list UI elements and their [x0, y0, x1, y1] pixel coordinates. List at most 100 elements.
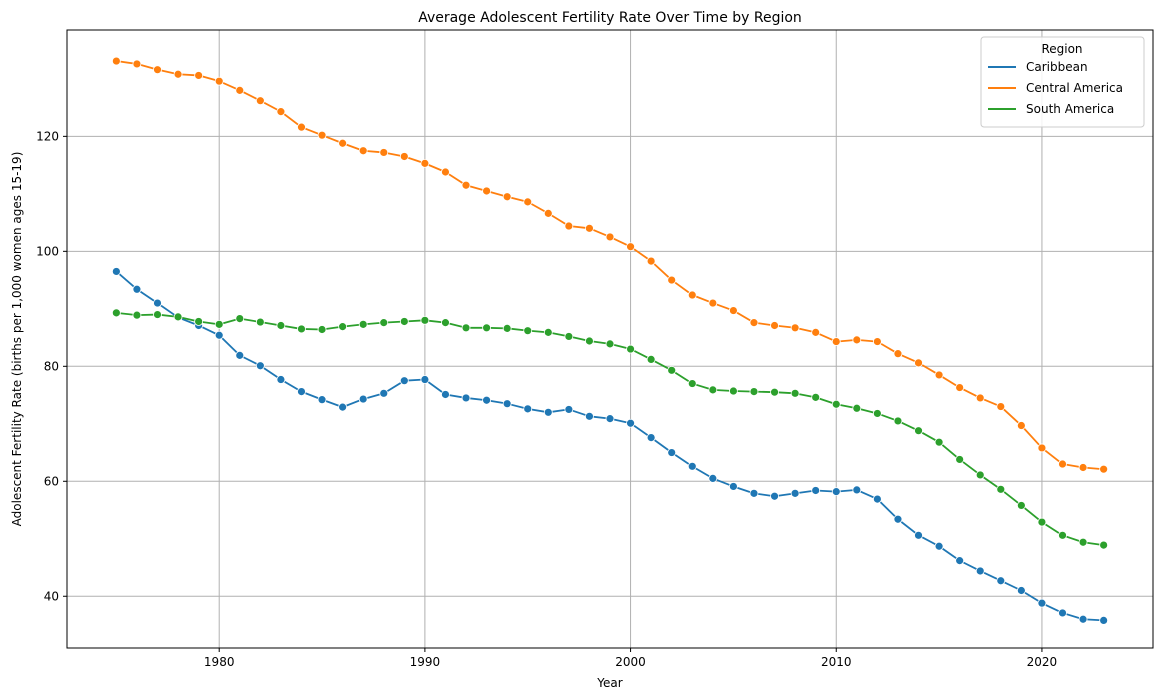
data-point [646, 433, 656, 442]
y-tick-label: 80 [44, 359, 59, 373]
data-point [955, 556, 965, 566]
data-point [872, 409, 882, 418]
series-lines [111, 56, 1109, 625]
data-point [1099, 464, 1109, 474]
data-point [173, 69, 183, 79]
data-point [543, 208, 553, 218]
series-central-america [111, 56, 1109, 474]
data-point [111, 308, 121, 318]
data-point [585, 336, 594, 346]
data-point [996, 576, 1006, 586]
series-caribbean [111, 267, 1109, 625]
x-tick-label: 2020 [1027, 655, 1058, 669]
data-point [770, 387, 779, 397]
data-point [626, 418, 635, 428]
data-point [132, 284, 142, 294]
data-point [605, 414, 615, 424]
data-point [585, 223, 594, 233]
data-point [1099, 616, 1109, 625]
data-point [687, 290, 697, 300]
data-point [317, 325, 327, 334]
data-point [811, 392, 821, 402]
data-point [255, 361, 265, 371]
data-point [420, 375, 430, 384]
data-point [708, 298, 718, 308]
data-point [441, 318, 450, 328]
data-point [790, 323, 800, 333]
legend: Region Caribbean Central America South Ame… [980, 36, 1145, 128]
grid-lines [67, 30, 1153, 648]
data-point [667, 448, 677, 457]
data-point [1016, 501, 1026, 510]
data-point [441, 167, 450, 177]
data-point [585, 411, 594, 421]
data-point [770, 491, 779, 501]
data-point [831, 399, 841, 409]
data-point [132, 59, 142, 69]
y-axis-title: Adolescent Fertility Rate (births per 1,… [10, 152, 24, 527]
data-point [255, 317, 265, 327]
data-point [358, 394, 368, 404]
data-point [1037, 598, 1047, 608]
data-point [790, 488, 800, 498]
data-point [111, 56, 121, 66]
data-point [749, 488, 759, 498]
x-tick-label: 1980 [204, 655, 235, 669]
data-point [996, 484, 1006, 494]
data-point [626, 344, 635, 354]
data-point [605, 232, 615, 242]
data-point [749, 318, 759, 328]
data-point [811, 486, 821, 495]
data-point [399, 376, 409, 386]
data-point [358, 319, 368, 329]
data-point [1099, 540, 1109, 550]
data-point [831, 487, 841, 497]
legend-entry: Caribbean [988, 60, 1088, 74]
y-tick-label: 60 [44, 474, 59, 488]
data-point [975, 470, 985, 480]
data-point [317, 130, 327, 140]
data-point [893, 416, 903, 426]
data-point [297, 122, 306, 132]
data-point [790, 388, 800, 398]
data-point [502, 323, 512, 333]
data-point [687, 461, 697, 471]
data-point [523, 404, 533, 414]
data-point [153, 298, 162, 308]
data-point [564, 405, 574, 414]
legend-title: Region [1041, 42, 1082, 56]
data-point [214, 76, 224, 86]
data-point [338, 322, 348, 332]
data-point [770, 321, 779, 330]
data-point [893, 349, 903, 359]
y-tick-label: 120 [36, 129, 59, 143]
data-point [914, 358, 923, 368]
data-point [975, 566, 985, 576]
data-point [955, 455, 965, 464]
data-point [605, 339, 615, 349]
data-point [441, 390, 450, 399]
data-point [461, 393, 471, 403]
data-point [235, 314, 245, 323]
data-point [276, 375, 286, 384]
data-point [852, 403, 862, 413]
data-point [379, 318, 389, 328]
data-point [749, 387, 759, 397]
legend-label: South America [1026, 102, 1114, 116]
y-tick-label: 100 [36, 244, 59, 258]
data-point [564, 332, 574, 341]
data-point [338, 402, 348, 412]
data-point [667, 275, 677, 285]
data-point [1078, 463, 1088, 472]
data-point [852, 335, 862, 345]
legend-entry: South America [988, 102, 1114, 116]
data-point [1037, 443, 1047, 453]
x-tick-label: 2000 [615, 655, 646, 669]
y-tick-label: 40 [44, 589, 59, 603]
data-point [317, 395, 327, 405]
data-point [235, 85, 245, 95]
data-point [1058, 459, 1067, 469]
data-point [729, 482, 738, 491]
